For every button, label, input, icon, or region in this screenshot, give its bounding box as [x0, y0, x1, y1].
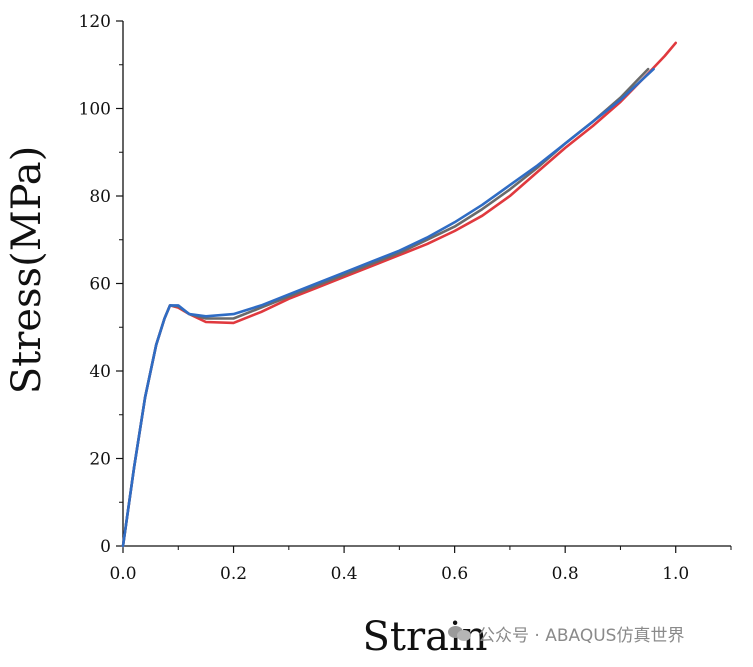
x-tick-label: 1.0 — [662, 564, 689, 584]
x-tick-label: 0.6 — [441, 564, 468, 584]
y-tick-label: 0 — [100, 537, 111, 557]
watermark: 公众号 · ABAQUS仿真世界 — [448, 618, 748, 648]
x-tick-label: 0.4 — [331, 564, 358, 584]
y-tick-label: 60 — [89, 275, 111, 295]
y-tick-label: 40 — [89, 362, 111, 382]
axes — [122, 21, 731, 547]
y-tick-label: 20 — [89, 450, 111, 470]
series-layer — [121, 41, 677, 548]
y-tick-label: 100 — [79, 100, 111, 120]
ticks: 0.0 0.2 0.4 0.6 0.8 1.0 0 20 40 60 80 100 120 — [79, 12, 732, 584]
y-tick-label: 120 — [79, 12, 111, 32]
x-tick-label: 0.2 — [220, 564, 247, 584]
series-line-1 — [121, 41, 677, 548]
watermark-text: 公众号 · ABAQUS仿真世界 — [478, 625, 685, 646]
y-tick-label: 80 — [89, 187, 111, 207]
wechat-icon — [448, 624, 472, 642]
x-tick-label: 0.0 — [109, 564, 136, 584]
x-tick-label: 0.8 — [552, 564, 579, 584]
y-axis-title: Stress(MPa) — [4, 146, 50, 394]
series-line-3 — [121, 67, 655, 548]
